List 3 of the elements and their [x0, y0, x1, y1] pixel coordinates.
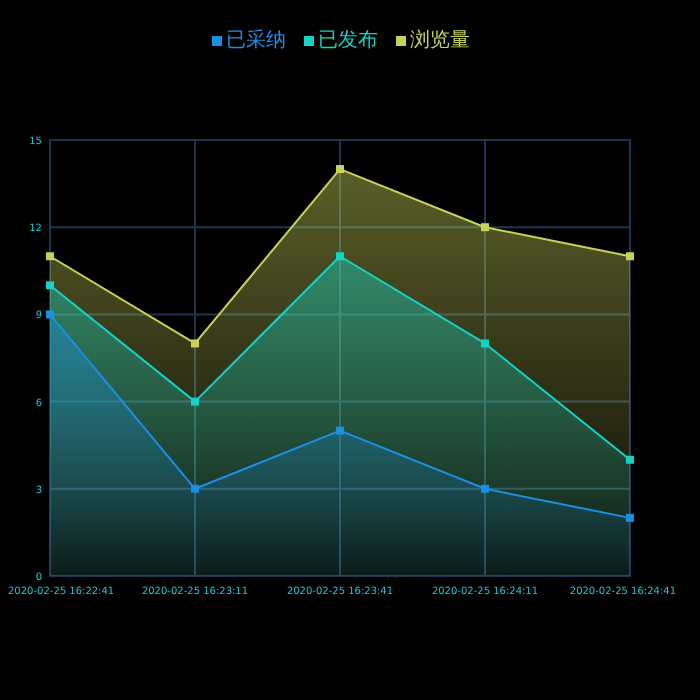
- legend-label: 浏览量: [410, 28, 470, 52]
- legend-label: 已采纳: [226, 28, 286, 52]
- legend-label: 已发布: [318, 28, 378, 52]
